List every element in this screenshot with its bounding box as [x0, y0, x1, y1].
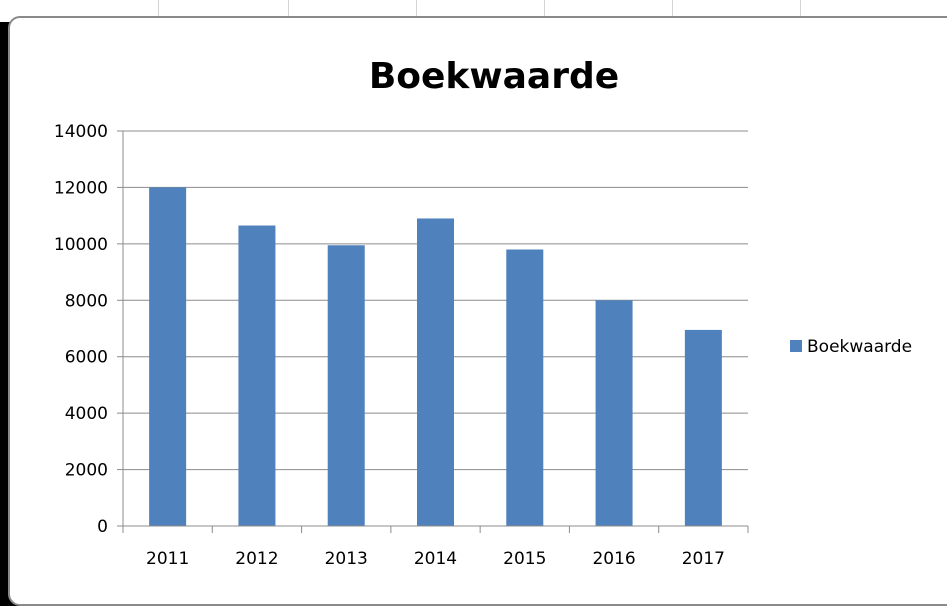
sheet-gridline: [288, 0, 289, 22]
sheet-gridline: [544, 0, 545, 22]
x-tick-label: 2015: [503, 549, 546, 569]
y-tick-label: 12000: [54, 178, 108, 198]
bar: [595, 300, 633, 526]
axes: [117, 130, 749, 533]
y-tick-label: 0: [97, 517, 108, 537]
y-tick-label: 6000: [65, 348, 108, 368]
sheet-gridline: [158, 0, 159, 22]
bar: [149, 187, 187, 526]
y-tick-label: 8000: [65, 291, 108, 311]
y-tick-label: 14000: [54, 122, 108, 142]
chart-title: Boekwaarde: [369, 56, 619, 97]
chart-area[interactable]: Boekwaarde 0 2000 4000 6000 8000 10000 12000 14…: [8, 16, 947, 606]
x-tick-label: 2013: [325, 549, 368, 569]
x-tick-label: 2014: [414, 549, 457, 569]
sheet-gridline: [672, 0, 673, 22]
x-tick-label: 2017: [682, 549, 725, 569]
y-tick-label: 10000: [54, 235, 108, 255]
x-tick-label: 2011: [146, 549, 189, 569]
bar: [238, 225, 276, 526]
bar: [684, 329, 722, 526]
legend-swatch: [790, 340, 802, 352]
sheet-gridline: [800, 0, 801, 22]
x-tick-label: 2016: [592, 549, 635, 569]
bar: [417, 218, 454, 526]
y-tick-labels: 0 2000 4000 6000 8000 10000 12000 14000: [54, 122, 108, 537]
legend: Boekwaarde: [790, 337, 912, 357]
x-tick-labels: 2011 2012 2013 2014 2015 2016 2017: [146, 549, 725, 569]
sheet-gridline: [416, 0, 417, 22]
bars: [149, 187, 722, 526]
bar: [327, 245, 365, 526]
legend-label: Boekwaarde: [807, 337, 912, 357]
chart-svg: Boekwaarde 0 2000 4000 6000 8000 10000 12000 14…: [54, 56, 912, 569]
x-tick-label: 2012: [235, 549, 278, 569]
bar: [506, 249, 544, 526]
y-tick-label: 2000: [65, 461, 108, 481]
y-tick-label: 4000: [65, 404, 108, 424]
